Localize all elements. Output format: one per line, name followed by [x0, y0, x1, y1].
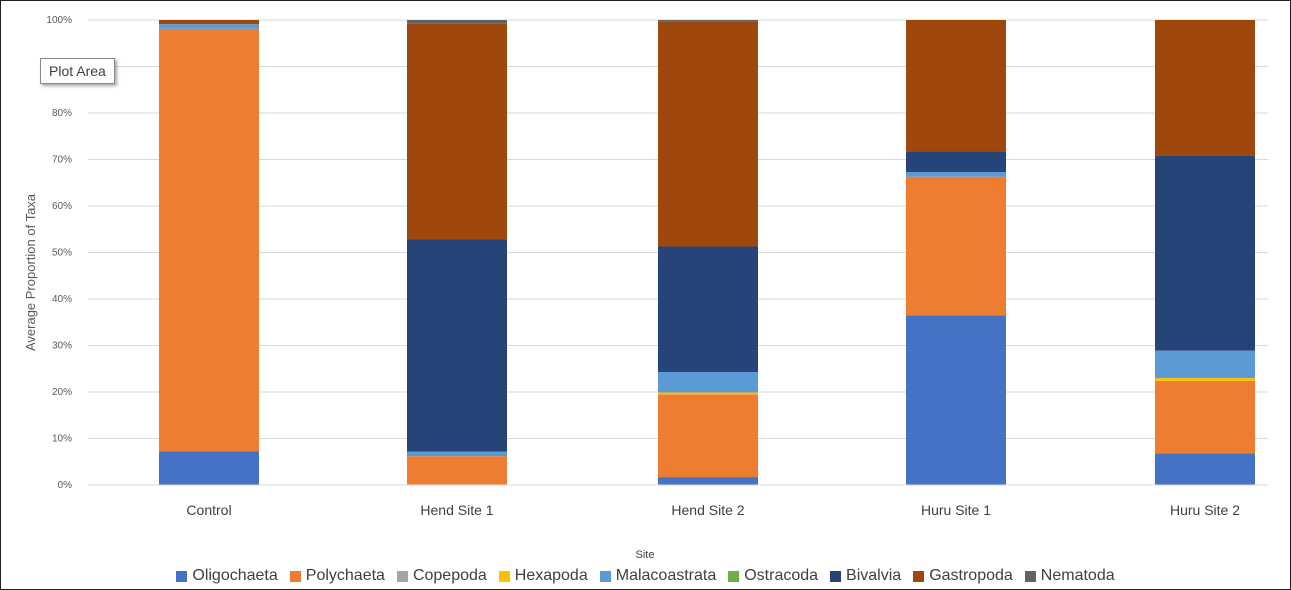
legend-item: Hexapoda — [498, 567, 588, 585]
legend-label: Bivalvia — [846, 567, 902, 584]
bar-segment-gastropoda — [407, 23, 507, 240]
legend-swatch — [396, 570, 408, 582]
bar-segment-polychaeta — [1155, 380, 1255, 454]
legend: Oligochaeta Polychaeta Copepoda Hexapoda Mal… — [0, 563, 1291, 589]
y-tick-label: 0% — [58, 480, 73, 491]
legend-swatch — [728, 570, 740, 582]
x-category-label: Huru Site 1 — [921, 502, 991, 518]
legend-item: Malacoastrata — [599, 567, 717, 585]
legend-label: Malacoastrata — [615, 567, 717, 584]
y-tick-label: 20% — [52, 387, 72, 398]
legend-label: Polychaeta — [305, 567, 385, 584]
bar-segment-polychaeta — [159, 28, 259, 452]
bar-segment-bivalvia — [658, 246, 758, 373]
bar-segment-polychaeta — [906, 176, 1006, 316]
bar-segment-polychaeta — [658, 394, 758, 478]
bar-segment-malacoastrata — [906, 172, 1006, 177]
legend-item: Polychaeta — [289, 567, 385, 585]
bar-segment-malacoastrata — [159, 24, 259, 29]
y-tick-label: 60% — [52, 201, 72, 212]
bar-segment-oligochaeta — [159, 451, 259, 485]
y-axis-ticks: 0% 10% 20% 30% 40% 50% 60% 70% 80% 100% — [46, 15, 72, 491]
bar-segment-oligochaeta — [1155, 453, 1255, 485]
bar-segment-bivalvia — [407, 239, 507, 452]
x-category-label: Control — [186, 502, 231, 518]
legend-item: Bivalvia — [830, 567, 901, 585]
bar-segment-bivalvia — [1155, 155, 1255, 351]
y-tick-label: 10% — [52, 434, 72, 445]
bars — [159, 20, 1255, 485]
y-axis-title: Average Proportion of Taxa — [23, 193, 38, 351]
bar-segment-gastropoda — [658, 21, 758, 247]
y-tick-label: 100% — [46, 15, 72, 26]
legend-swatch — [176, 570, 188, 582]
x-axis-title: Site — [636, 549, 655, 561]
legend-label: Ostracoda — [744, 567, 819, 584]
legend-item: Oligochaeta — [176, 567, 278, 585]
x-category-label: Huru Site 2 — [1170, 502, 1240, 518]
bar-segment-nematoda — [407, 20, 507, 24]
legend-swatch — [599, 570, 611, 582]
legend-swatch — [289, 570, 301, 582]
y-tick-label: 50% — [52, 248, 72, 259]
legend-item: Nematoda — [1024, 567, 1115, 585]
legend-swatch — [830, 570, 842, 582]
bar-segment-hexapoda — [658, 392, 758, 395]
bar-segment-malacoastrata — [658, 372, 758, 393]
bar-segment-nematoda — [658, 20, 758, 22]
x-category-label: Hend Site 1 — [420, 502, 493, 518]
bar-segment-gastropoda — [906, 20, 1006, 152]
y-tick-label: 70% — [52, 155, 72, 166]
bar-segment-bivalvia — [906, 151, 1006, 173]
legend-item: Ostracoda — [728, 567, 818, 585]
legend-item: Gastropoda — [913, 567, 1013, 585]
y-tick-label: 30% — [52, 341, 72, 352]
bar-segment-hexapoda — [1155, 378, 1255, 381]
bar-segment-polychaeta — [407, 456, 507, 485]
legend-label: Nematoda — [1040, 567, 1115, 584]
legend-label: Copepoda — [412, 567, 487, 584]
bar-segment-gastropoda — [159, 20, 259, 25]
bar-segment-malacoastrata — [407, 451, 507, 457]
legend-label: Oligochaeta — [192, 567, 278, 584]
x-axis-categories: Control Hend Site 1 Hend Site 2 Huru Site 1… — [186, 502, 1240, 518]
legend-item: Copepoda — [396, 567, 487, 585]
legend-swatch — [913, 570, 925, 582]
plot-area-tooltip: Plot Area — [40, 58, 115, 84]
bar-segment-oligochaeta — [658, 477, 758, 485]
y-tick-label: 40% — [52, 294, 72, 305]
bar-segment-malacoastrata — [1155, 350, 1255, 379]
bar-segment-oligochaeta — [906, 315, 1006, 485]
bar-segment-gastropoda — [1155, 20, 1255, 156]
legend-label: Gastropoda — [929, 567, 1013, 584]
x-category-label: Hend Site 2 — [671, 502, 744, 518]
legend-swatch — [1024, 570, 1036, 582]
y-tick-label: 80% — [52, 108, 72, 119]
legend-swatch — [498, 570, 510, 582]
legend-label: Hexapoda — [514, 567, 588, 584]
